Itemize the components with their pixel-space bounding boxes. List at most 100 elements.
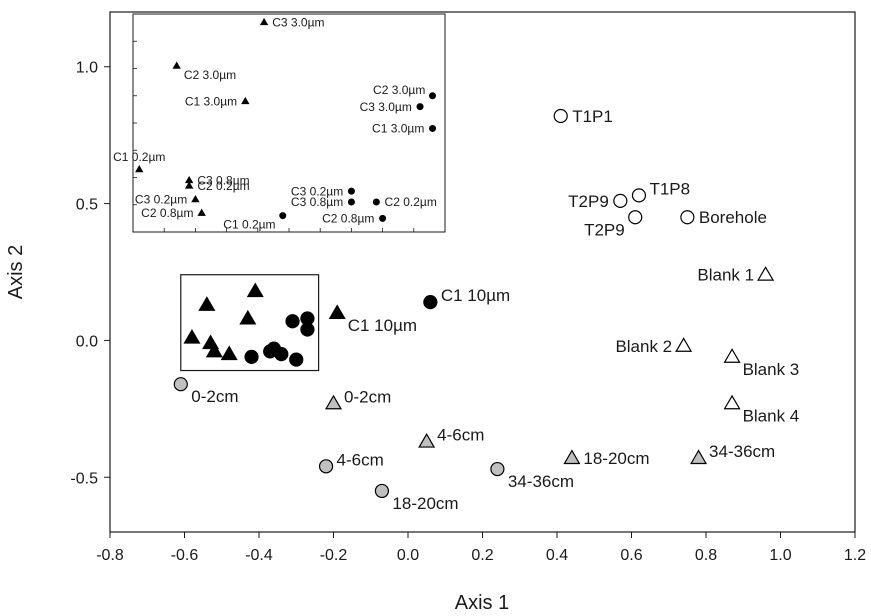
- point-0-2cm: [173, 377, 188, 392]
- point-label-blank-3: Blank 3: [743, 360, 800, 379]
- point-c1-10um: [328, 304, 346, 320]
- point-label-blank-4: Blank 4: [743, 406, 800, 425]
- inset-point-c3-0-8um: [347, 198, 355, 206]
- inset-label-c2-3-0um: C2 3.0µm: [373, 83, 425, 97]
- point-18-20cm: [563, 449, 581, 465]
- point-cluster-25: [246, 282, 264, 298]
- inset-point-c2-3-0um: [429, 92, 437, 100]
- x-tick-label: 0.2: [471, 547, 493, 564]
- inset-label-c1-0-2um: C1 0.2µm: [113, 150, 165, 164]
- inset-point-c3-0-2um: [347, 187, 355, 195]
- point-label-18-20cm: 18-20cm: [583, 449, 649, 468]
- point-cluster-20: [198, 296, 216, 311]
- inset-point-c1-3-0um: [241, 96, 250, 105]
- point-18-20cm: [374, 483, 390, 499]
- point-label-t1p8: T1P8: [649, 179, 690, 198]
- point-cluster-24: [239, 309, 257, 325]
- y-axis: -0.5 0.0 0.5 1.0: [70, 60, 110, 487]
- inset-label-c3-0-2um: C3 0.2µm: [291, 184, 343, 198]
- y-tick-label: 1.0: [76, 60, 98, 77]
- point-label-4-6cm: 4-6cm: [437, 426, 484, 445]
- x-tick-label: 0.8: [695, 547, 717, 564]
- point-cluster-23: [220, 345, 238, 361]
- point-label-borehole: Borehole: [699, 208, 767, 227]
- y-tick-label: 0.5: [76, 197, 98, 214]
- inset-point-c2-0-2um: [372, 198, 380, 206]
- inset-label-c2-0-8um: C2 0.8µm: [322, 212, 374, 226]
- inset-label-c2-3-0um: C2 3.0µm: [184, 68, 236, 82]
- point-t1p8: [631, 188, 647, 203]
- point-cluster-29: [274, 347, 289, 362]
- point-34-36cm: [490, 461, 505, 477]
- x-tick-label: 0.6: [620, 547, 642, 564]
- inset-label-c3-0-8um: C3 0.8µm: [197, 173, 249, 187]
- inset-label-c3-3-0um: C3 3.0µm: [360, 100, 412, 114]
- main-point-labels: T1P1 T1P8 T2P9 T2P9 Borehole Blank 1 Blank 2 Bl…: [191, 107, 799, 513]
- x-tick-label: 0.4: [546, 547, 568, 564]
- inset-point-c3-3-0um: [416, 103, 424, 111]
- point-blank-2: [675, 337, 693, 352]
- point-cluster-19: [183, 329, 201, 344]
- point-label-0-2cm: 0-2cm: [191, 387, 238, 406]
- point-4-6cm: [418, 433, 436, 448]
- inset-series: [135, 17, 437, 222]
- inset-point-labels: C3 3.0µm C2 3.0µm C1 3.0µm C2 3.0µm C3 3.0µm…: [113, 15, 437, 231]
- x-tick-label: -0.8: [96, 547, 124, 564]
- point-label-4-6cm: 4-6cm: [337, 450, 384, 469]
- y-tick-label: 0.0: [76, 333, 98, 350]
- point-cluster-22: [205, 342, 223, 358]
- point-cluster-31: [285, 314, 300, 329]
- point-c1-10um: [423, 295, 438, 310]
- x-tick-label: -0.4: [245, 547, 273, 564]
- point-label-blank-2: Blank 2: [615, 337, 672, 356]
- point-label-c1-10um: C1 10µm: [348, 316, 417, 335]
- point-label-c1-10um: C1 10µm: [441, 286, 510, 305]
- point-blank-3: [723, 348, 741, 363]
- inset-point-c1-0-2um: [135, 165, 144, 173]
- x-tick-label: 0.0: [397, 547, 419, 564]
- point-label-t2p9: T2P9: [584, 220, 625, 239]
- inset-label-c1-3-0um: C1 3.0µm: [372, 122, 424, 136]
- inset-label-c3-0-8um: C3 0.8µm: [291, 195, 343, 209]
- inset-point-c1-0-2um: [279, 212, 287, 220]
- point-blank-1: [757, 266, 775, 281]
- x-tick-label: 1.2: [844, 547, 866, 564]
- point-label-t1p1: T1P1: [572, 107, 613, 126]
- inset-label-c2-0-2um: C2 0.2µm: [385, 195, 437, 209]
- inset-label-c3-0-2um: C3 0.2µm: [135, 193, 187, 207]
- point-t2p9: [613, 193, 628, 208]
- inset-frame: [132, 13, 446, 233]
- y-axis-title: Axis 2: [5, 245, 27, 299]
- inset-point-c1-3-0um: [429, 124, 437, 132]
- point-label-blank-1: Blank 1: [697, 266, 754, 285]
- highlight-box: [180, 274, 320, 372]
- point-t1p1: [553, 108, 568, 124]
- point-label-0-2cm: 0-2cm: [344, 387, 391, 406]
- point-blank-4: [723, 394, 741, 410]
- point-cluster-30: [289, 352, 304, 367]
- inset-label-c1-3-0um: C1 3.0µm: [185, 94, 237, 108]
- y-tick-label: -0.5: [70, 470, 98, 487]
- point-label-34-36cm: 34-36cm: [508, 472, 574, 491]
- inset-label-c1-0-2um: C1 0.2µm: [223, 218, 275, 232]
- inset-axis-ticks: [132, 13, 446, 233]
- inset-point-c2-0-2um: [184, 181, 194, 189]
- inset-point-c2-3-0um: [172, 61, 181, 69]
- inset-point-c3-0-2um: [191, 195, 200, 203]
- point-label-t2p9: T2P9: [568, 192, 609, 211]
- point-label-34-36cm: 34-36cm: [709, 442, 775, 461]
- inset-label-c2-0-2um: C2 0.2µm: [197, 179, 249, 193]
- main-series: [173, 108, 775, 499]
- point-cluster-33: [300, 322, 315, 337]
- point-label-18-20cm: 18-20cm: [392, 494, 458, 513]
- x-tick-label: 1.0: [769, 547, 791, 564]
- point-0-2cm: [324, 394, 343, 410]
- inset-label-c2-0-8um: C2 0.8µm: [141, 206, 193, 220]
- x-axis-title: Axis 1: [455, 592, 509, 614]
- x-tick-label: -0.2: [320, 547, 348, 564]
- point-34-36cm: [690, 449, 708, 465]
- inset-point-c2-0-8um: [197, 208, 206, 216]
- point-cluster-26: [244, 349, 259, 364]
- x-axis: -0.8 -0.6 -0.4 -0.2 0.0 0.2 0.4 0.6 0.8 1.0 1.2: [96, 532, 866, 564]
